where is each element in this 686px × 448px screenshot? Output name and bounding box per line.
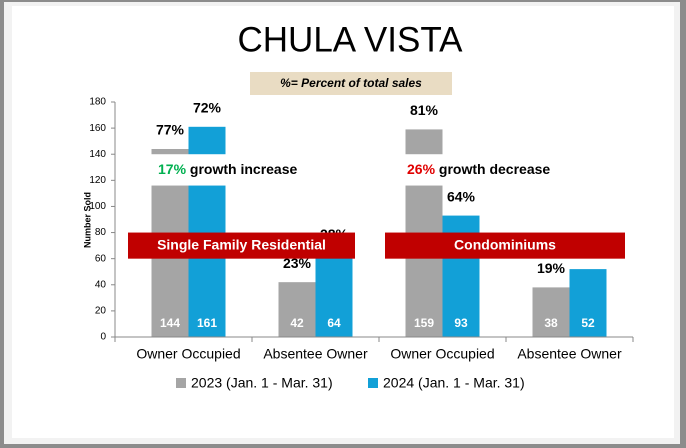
y-tick-label: 20 (95, 306, 107, 317)
bar (569, 269, 607, 337)
annotation-bg (150, 154, 325, 186)
subtitle: %= Percent of total sales (280, 76, 422, 90)
bar (532, 287, 570, 337)
growth-text: growth decrease (439, 161, 550, 177)
value-label: 144 (160, 316, 180, 330)
value-label: 52 (581, 316, 595, 330)
group-banner (385, 232, 625, 259)
group-label: Condominiums (454, 236, 556, 252)
y-tick-label: 180 (89, 97, 106, 108)
legend-swatch (176, 378, 186, 388)
subtitle-box (250, 72, 452, 95)
percent-label: 64% (447, 188, 476, 204)
x-tick-label: Owner Occupied (390, 346, 494, 362)
x-tick-label: Owner Occupied (136, 346, 240, 362)
y-tick-label: 0 (100, 332, 106, 343)
y-tick-label: 60 (95, 253, 107, 264)
growth-percent: 26% (407, 161, 436, 177)
group-banner (128, 232, 355, 259)
bar (278, 282, 316, 337)
value-label: 42 (290, 316, 304, 330)
value-label: 159 (414, 316, 434, 330)
percent-label: 81% (410, 102, 439, 118)
y-tick-label: 120 (89, 175, 106, 186)
y-tick-label: 140 (89, 149, 106, 160)
value-label: 64 (327, 316, 341, 330)
legend-label: 2023 (Jan. 1 - Mar. 31) (191, 375, 333, 391)
growth-percent: 17% (158, 161, 187, 177)
growth-annotation: 26% growth decrease (407, 161, 550, 177)
value-label: 161 (197, 316, 217, 330)
percent-label: 19% (537, 260, 566, 276)
percent-label: 23% (283, 255, 312, 271)
y-axis-label: Number Sold (82, 192, 92, 248)
annotation-bg (399, 154, 574, 186)
x-tick-label: Absentee Owner (517, 346, 622, 362)
value-label: 93 (454, 316, 468, 330)
legend-swatch (368, 378, 378, 388)
x-tick-label: Absentee Owner (263, 346, 368, 362)
percent-label: 72% (193, 100, 222, 116)
y-tick-label: 80 (95, 227, 107, 238)
chart-title: CHULA VISTA (238, 20, 464, 59)
growth-text: growth increase (190, 161, 298, 177)
panel (12, 6, 674, 438)
growth-annotation: 17% growth increase (158, 161, 298, 177)
group-label: Single Family Residential (157, 236, 326, 252)
bar (315, 253, 353, 337)
y-tick-label: 100 (89, 201, 106, 212)
value-label: 38 (544, 316, 558, 330)
legend-label: 2024 (Jan. 1 - Mar. 31) (383, 375, 525, 391)
y-tick-label: 160 (89, 123, 106, 134)
y-tick-label: 40 (95, 279, 107, 290)
percent-label: 77% (156, 122, 185, 138)
